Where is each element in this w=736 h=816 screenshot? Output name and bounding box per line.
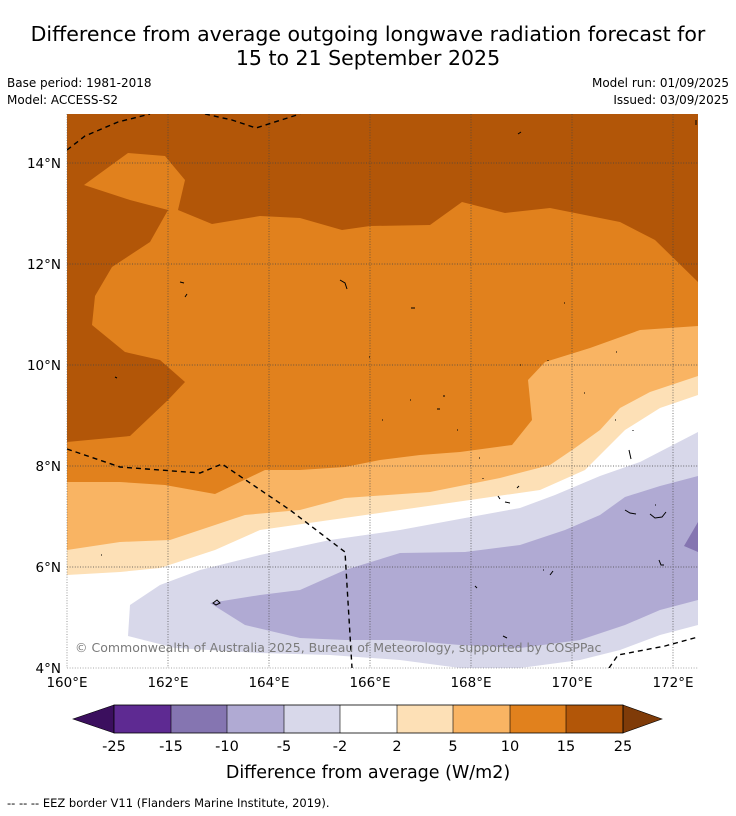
model-text: Model: ACCESS-S2 bbox=[7, 93, 119, 107]
issued-text: Issued: 03/09/2025 bbox=[613, 93, 729, 107]
colorbar-segment bbox=[284, 705, 340, 733]
colorbar-label: Difference from average (W/m2) bbox=[226, 763, 510, 783]
lon-label: 162°E bbox=[147, 675, 188, 691]
lon-label: 164°E bbox=[248, 675, 289, 691]
model-run-text: Model run: 01/09/2025 bbox=[591, 76, 729, 90]
eez-footnote: -- -- -- EEZ border V11 (Flanders Marine… bbox=[7, 796, 330, 810]
islands bbox=[101, 120, 697, 639]
chart-title: Difference from average outgoing longwav… bbox=[0, 22, 736, 70]
lon-label: 166°E bbox=[349, 675, 390, 691]
eez-borders bbox=[67, 114, 698, 668]
lat-label: 8°N bbox=[36, 459, 61, 475]
band-neg10-neg5 bbox=[210, 476, 698, 648]
plot-frame bbox=[66, 114, 698, 669]
colorbar-tick: 25 bbox=[614, 739, 632, 755]
colorbar-tick: 10 bbox=[501, 739, 519, 755]
colorbar: -25 -15 -10 -5 -2 2 5 10 15 25 Differenc… bbox=[72, 704, 663, 783]
colorbar-segment bbox=[114, 705, 171, 733]
colorbar-extend-low bbox=[72, 704, 115, 734]
band-15-25 bbox=[67, 114, 698, 442]
lat-label: 6°N bbox=[36, 560, 61, 576]
lon-label: 170°E bbox=[551, 675, 592, 691]
colorbar-tick: -2 bbox=[333, 739, 347, 755]
band-neg15-neg10 bbox=[684, 522, 698, 552]
colorbar-tick: 5 bbox=[448, 739, 457, 755]
colorbar-segment bbox=[453, 705, 510, 733]
colorbar-extend-high bbox=[622, 704, 663, 734]
colorbar-segment bbox=[227, 705, 284, 733]
gridlines bbox=[67, 114, 698, 668]
lon-label: 168°E bbox=[450, 675, 491, 691]
colorbar-tick: 15 bbox=[557, 739, 575, 755]
colorbar-tick: -15 bbox=[159, 739, 183, 755]
title-line-2: 15 to 21 September 2025 bbox=[235, 46, 501, 70]
title-line-1: Difference from average outgoing longwav… bbox=[30, 22, 706, 46]
colorbar-segment bbox=[566, 705, 623, 733]
colorbar-segment bbox=[397, 705, 453, 733]
colorbar-frame bbox=[113, 704, 624, 734]
lon-label: 160°E bbox=[46, 675, 87, 691]
latitude-labels: 14°N 12°N 10°N 8°N 6°N 4°N bbox=[27, 156, 61, 677]
contour-field: © Commonwealth of Australia 2025, Bureau… bbox=[67, 114, 698, 668]
colorbar-tick: -25 bbox=[102, 739, 126, 755]
lat-label: 14°N bbox=[27, 156, 61, 172]
meta-right: Model run: 01/09/2025 Issued: 03/09/2025 bbox=[592, 75, 729, 109]
colorbar-segment bbox=[510, 705, 566, 733]
longitude-labels: 160°E 162°E 164°E 166°E 168°E 170°E 172°… bbox=[46, 675, 693, 691]
base-period-text: Base period: 1981-2018 bbox=[7, 76, 152, 90]
colorbar-segment bbox=[340, 705, 397, 733]
colorbar-tick: 2 bbox=[392, 739, 401, 755]
colorbar-tick: -5 bbox=[277, 739, 291, 755]
colorbar-segment bbox=[171, 705, 227, 733]
lat-label: 12°N bbox=[27, 257, 61, 273]
lat-label: 4°N bbox=[36, 661, 61, 677]
copyright-watermark: © Commonwealth of Australia 2025, Bureau… bbox=[75, 640, 601, 655]
lat-label: 10°N bbox=[27, 358, 61, 374]
colorbar-tick: -10 bbox=[215, 739, 239, 755]
meta-left: Base period: 1981-2018 Model: ACCESS-S2 bbox=[7, 75, 152, 109]
lon-label: 172°E bbox=[652, 675, 693, 691]
